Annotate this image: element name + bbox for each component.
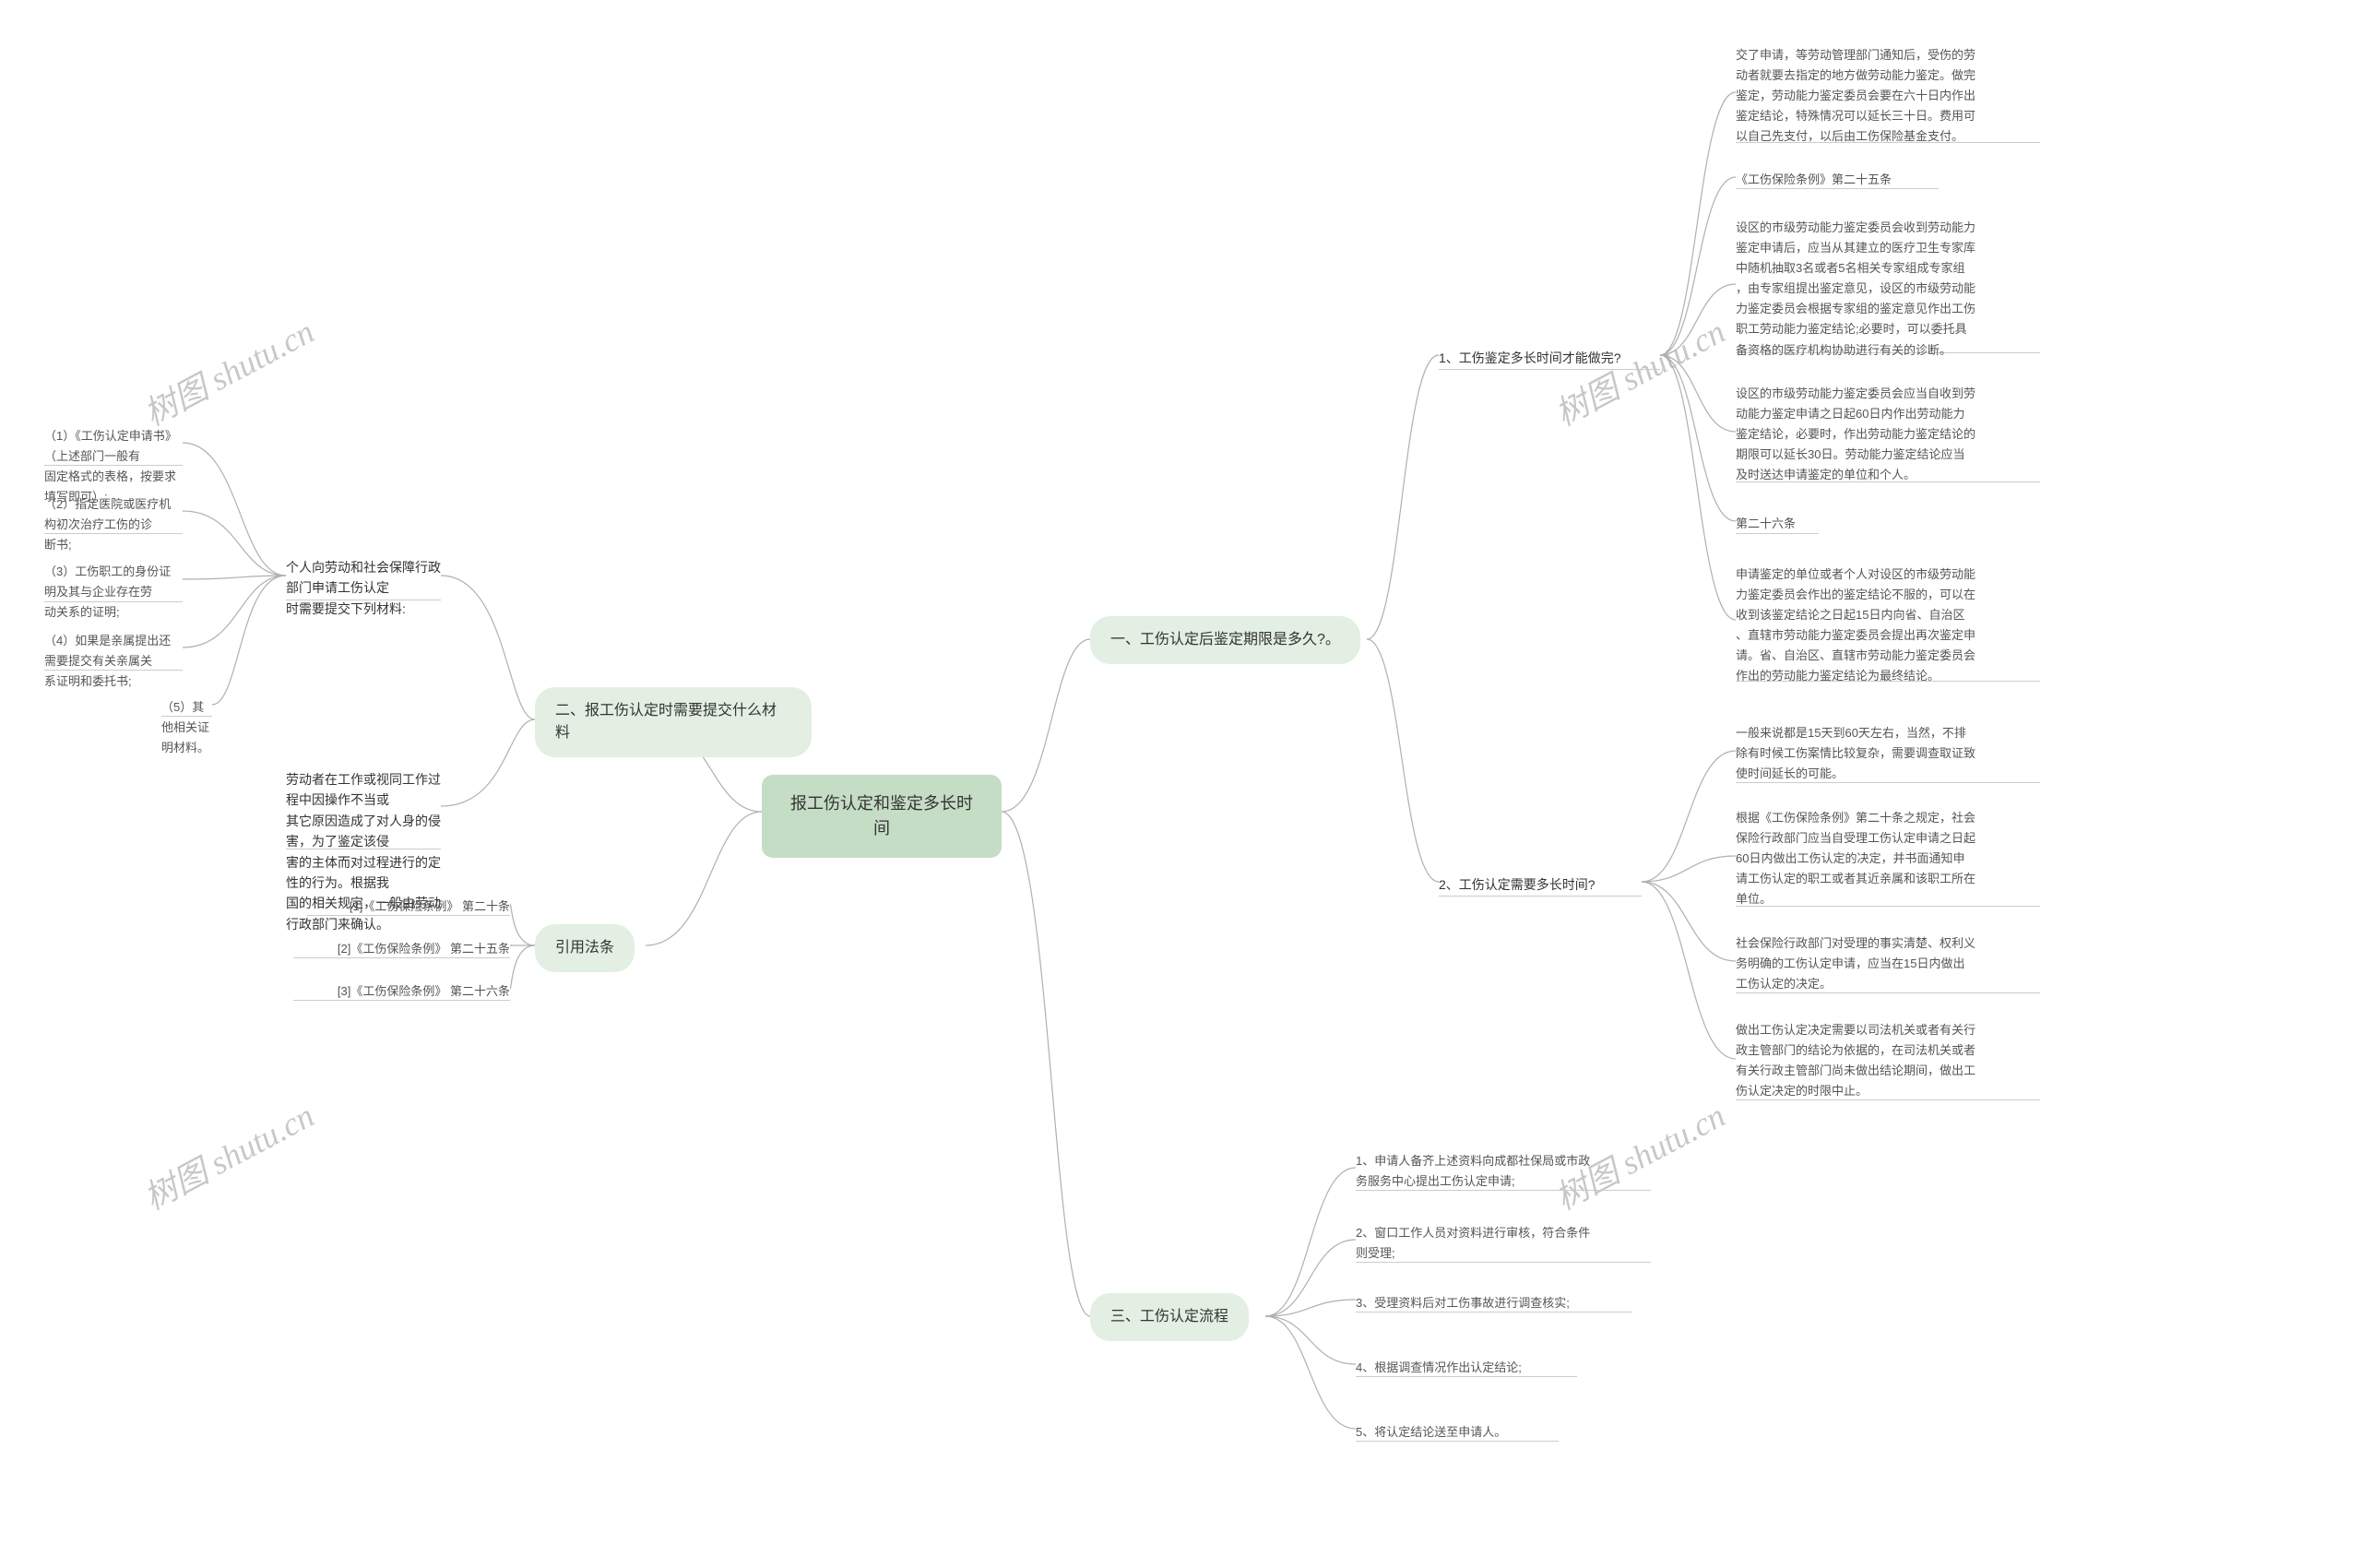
leaf: 设区的市级劳动能力鉴定委员会应当自收到劳动能力鉴定申请之日起60日内作出劳动能力… bbox=[1736, 380, 2040, 489]
center-node: 报工伤认定和鉴定多长时间 bbox=[762, 775, 1002, 858]
leaf: 3、受理资料后对工伤事故进行调查核实; bbox=[1356, 1289, 1632, 1317]
watermark: 树图 shutu.cn bbox=[135, 1089, 322, 1219]
leaf: （2）指定医院或医疗机构初次治疗工伤的诊断书; bbox=[44, 491, 183, 559]
leaf: 4、根据调查情况作出认定结论; bbox=[1356, 1354, 1577, 1382]
leaf: 2、窗口工作人员对资料进行审核，符合条件则受理; bbox=[1356, 1219, 1651, 1267]
sub-node-l2c1: 个人向劳动和社会保障行政部门申请工伤认定时需要提交下列材料: bbox=[286, 552, 441, 624]
main-node-l2: 二、报工伤认定时需要提交什么材料 bbox=[535, 687, 812, 757]
main-node-r1: 一、工伤认定后鉴定期限是多久?。 bbox=[1090, 616, 1360, 664]
leaf: （5）其他相关证明材料。 bbox=[161, 694, 212, 762]
leaf: [3]《工伤保险条例》 第二十六条 bbox=[293, 978, 510, 1005]
leaf: [1]《工伤保险条例》 第二十条 bbox=[307, 893, 510, 921]
sub-node-r1c2: 2、工伤认定需要多长时间? bbox=[1439, 869, 1642, 900]
leaf: [2]《工伤保险条例》 第二十五条 bbox=[293, 935, 510, 963]
leaf: 做出工伤认定决定需要以司法机关或者有关行政主管部门的结论为依据的，在司法机关或者… bbox=[1736, 1016, 2040, 1105]
leaf: 1、申请人备齐上述资料向成都社保局或市政务服务中心提出工伤认定申请; bbox=[1356, 1147, 1651, 1195]
leaf: 5、将认定结论送至申请人。 bbox=[1356, 1419, 1559, 1446]
leaf: 第二十六条 bbox=[1736, 510, 1819, 538]
leaf: 根据《工伤保险条例》第二十条之规定，社会保险行政部门应当自受理工伤认定申请之日起… bbox=[1736, 804, 2040, 913]
leaf: 交了申请，等劳动管理部门通知后，受伤的劳动者就要去指定的地方做劳动能力鉴定。做完… bbox=[1736, 42, 2040, 150]
leaf: 一般来说都是15天到60天左右，当然，不排除有时候工伤案情比较复杂，需要调查取证… bbox=[1736, 719, 2040, 788]
main-node-l3: 引用法条 bbox=[535, 924, 635, 972]
leaf: （4）如果是亲属提出还需要提交有关亲属关系证明和委托书; bbox=[44, 627, 183, 695]
leaf: 设区的市级劳动能力鉴定委员会收到劳动能力鉴定申请后，应当从其建立的医疗卫生专家库… bbox=[1736, 214, 2040, 364]
watermark: 树图 shutu.cn bbox=[135, 305, 322, 435]
leaf: 社会保险行政部门对受理的事实清楚、权利义务明确的工伤认定申请，应当在15日内做出… bbox=[1736, 930, 2040, 998]
leaf: 申请鉴定的单位或者个人对设区的市级劳动能力鉴定委员会作出的鉴定结论不服的，可以在… bbox=[1736, 561, 2040, 691]
leaf: 《工伤保险条例》第二十五条 bbox=[1736, 166, 1939, 194]
leaf: （3）工伤职工的身份证明及其与企业存在劳动关系的证明; bbox=[44, 558, 183, 626]
main-node-r3: 三、工伤认定流程 bbox=[1090, 1293, 1249, 1341]
sub-node-r1c1: 1、工伤鉴定多长时间才能做完? bbox=[1439, 342, 1660, 374]
